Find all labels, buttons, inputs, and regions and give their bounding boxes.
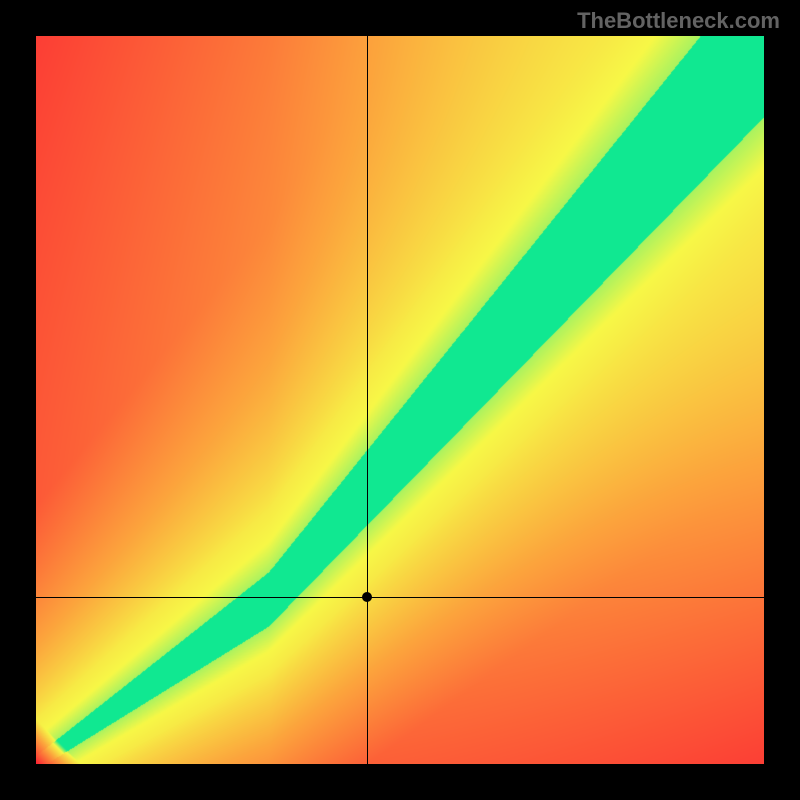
crosshair-marker (362, 592, 372, 602)
watermark-text: TheBottleneck.com (577, 8, 780, 34)
crosshair-vertical (367, 36, 368, 764)
heatmap-canvas (36, 36, 764, 764)
crosshair-horizontal (36, 597, 764, 598)
heatmap-chart (36, 36, 764, 764)
